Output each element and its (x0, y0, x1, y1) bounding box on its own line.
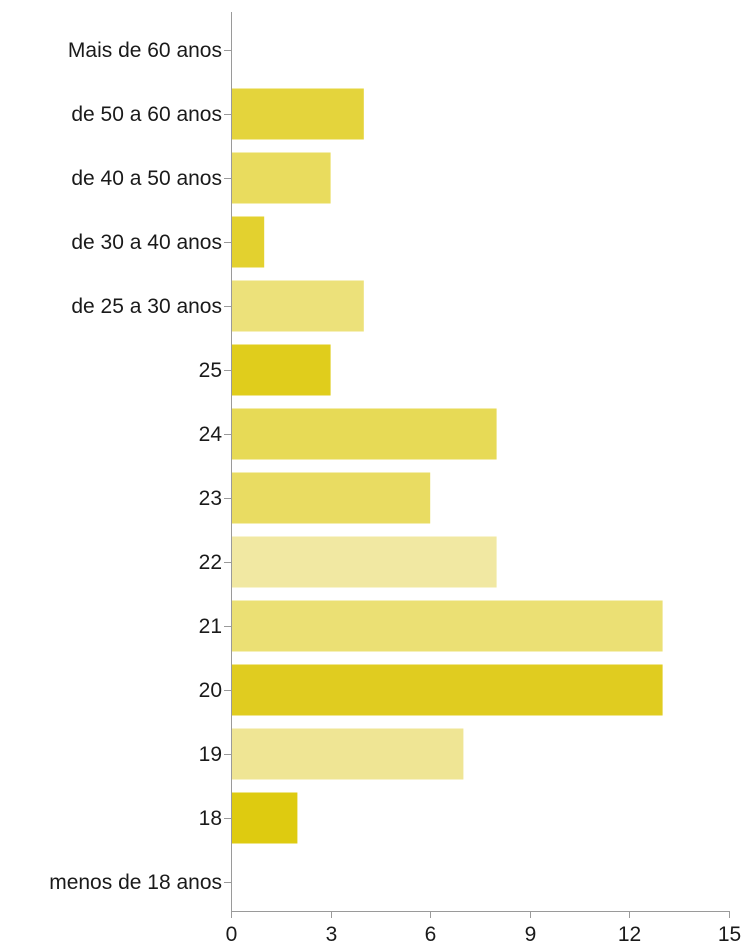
y-tick-label: 18 (199, 807, 222, 830)
y-tick-label: de 40 a 50 anos (71, 167, 222, 190)
bar-3 (231, 216, 265, 268)
x-tick-label: 0 (226, 923, 238, 946)
bar-2 (231, 152, 331, 204)
bar-1 (231, 88, 364, 140)
x-tick-label: 3 (326, 923, 338, 946)
y-tick-label: de 25 a 30 anos (71, 295, 222, 318)
bars-group (231, 88, 663, 844)
y-tick-label: 22 (199, 551, 222, 574)
y-tick-label: 20 (199, 679, 222, 702)
y-tick-label: de 30 a 40 anos (71, 231, 222, 254)
x-tick-label: 9 (525, 923, 537, 946)
bar-11 (231, 728, 464, 780)
y-tick-label: 21 (199, 615, 222, 638)
y-tick-label: 25 (199, 359, 222, 382)
y-tick-label: 24 (199, 423, 223, 446)
x-axis: 0 3 6 9 12 15 (226, 911, 741, 946)
bar-8 (231, 536, 497, 588)
x-tick-label: 15 (718, 923, 741, 946)
bar-7 (231, 472, 431, 524)
y-tick-label: Mais de 60 anos (68, 39, 222, 62)
y-tick-label: 19 (199, 743, 222, 766)
x-tick-label: 12 (618, 923, 641, 946)
y-tick-label: menos de 18 anos (49, 871, 222, 894)
bar-12 (231, 792, 298, 844)
bar-5 (231, 344, 331, 396)
bar-9 (231, 600, 663, 652)
bar-6 (231, 408, 497, 460)
y-axis: Mais de 60 anos de 50 a 60 anos de 40 a 50… (49, 12, 232, 911)
bar-10 (231, 664, 663, 716)
y-tick-label: 23 (199, 487, 222, 510)
y-tick-label: de 50 a 60 anos (71, 103, 222, 126)
bar-4 (231, 280, 364, 332)
x-tick-label: 6 (425, 923, 437, 946)
